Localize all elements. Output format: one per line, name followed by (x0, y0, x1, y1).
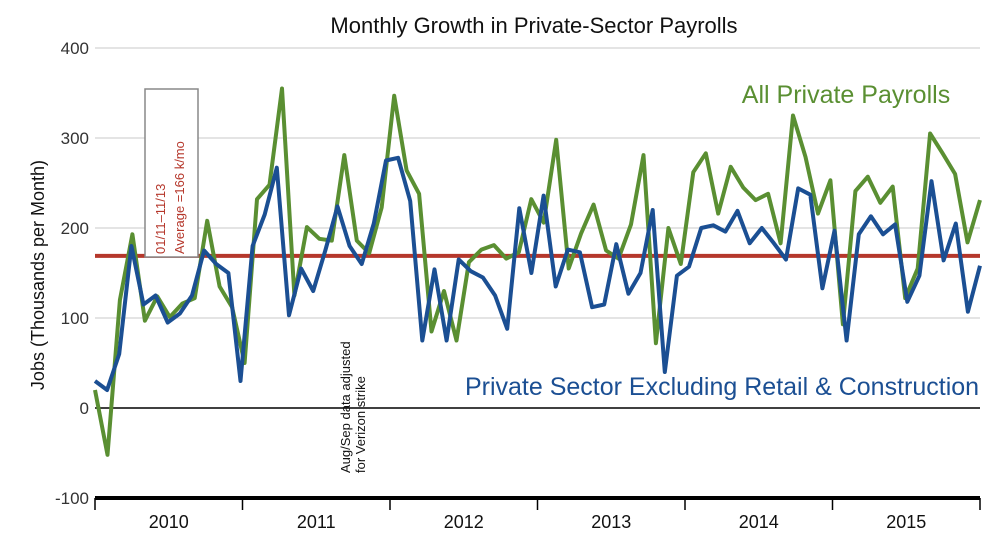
x-tick-label: 2013 (591, 512, 631, 532)
y-tick-label: 100 (61, 309, 89, 328)
chart-title: Monthly Growth in Private-Sector Payroll… (330, 13, 737, 38)
gridlines (95, 47, 980, 319)
x-tick-marks (94, 498, 981, 510)
average-box-frame (144, 88, 199, 258)
y-axis-label: Jobs (Thousands per Month) (28, 160, 48, 390)
y-tick-label: 200 (61, 219, 89, 238)
x-tick-label: 2014 (739, 512, 779, 532)
y-tick-label: 0 (80, 399, 89, 418)
strike-note-line1: Aug/Sep data adjusted (338, 341, 353, 473)
label-all-private-payrolls: All Private Payrolls (742, 81, 950, 109)
x-tick-labels: 2010 2011 2012 2013 2014 2015 (149, 512, 927, 532)
average-box-value: Average =166 k/mo (172, 141, 187, 254)
strike-annotation: Aug/Sep data adjusted for Verizon strike (338, 341, 368, 473)
y-tick-labels: -100 0 100 200 300 400 (55, 39, 89, 508)
x-tick-label: 2011 (297, 512, 336, 532)
y-tick-label: -100 (55, 489, 89, 508)
average-box-date-range: 01/11–11/13 (153, 184, 168, 254)
y-tick-label: 400 (61, 39, 89, 58)
points-excluding (94, 157, 981, 391)
points-all-private (94, 88, 981, 455)
strike-note-line2: for Verizon strike (353, 376, 368, 473)
x-tick-label: 2010 (149, 512, 189, 532)
average-annotation-box: 01/11–11/13 Average =166 k/mo (144, 88, 199, 258)
x-tick-label: 2015 (886, 512, 926, 532)
y-tick-label: 300 (61, 129, 89, 148)
series-line-private-excluding-retail-construction (93, 155, 982, 392)
x-tick-label: 2012 (444, 512, 484, 532)
label-private-excluding-retail-construction: Private Sector Excluding Retail & Constr… (465, 373, 979, 401)
